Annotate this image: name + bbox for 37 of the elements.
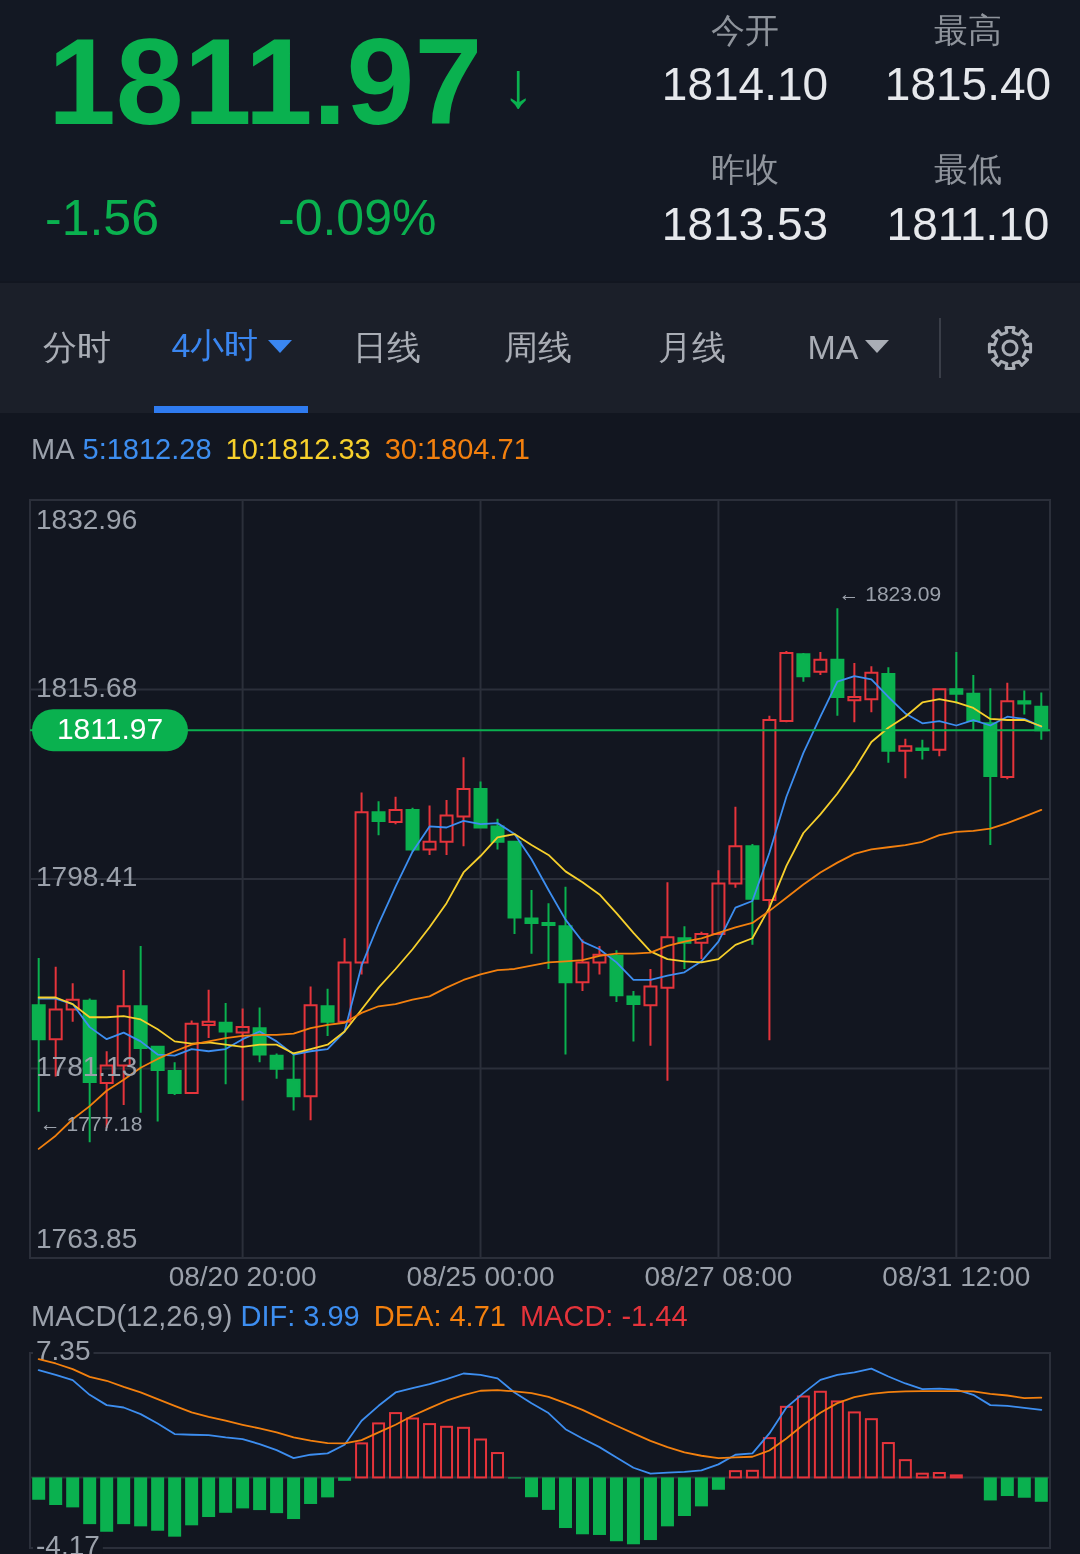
legend-title: MACD(12,26,9) — [31, 1299, 233, 1332]
text: 最低 — [934, 149, 1002, 188]
ref-line-label: 1811.97 — [56, 712, 164, 746]
x-tick-label: 08/31 12:00 — [882, 1261, 1031, 1293]
text: 30:1804.71 — [384, 432, 530, 465]
y-tick-label: 1798.41 — [36, 861, 138, 893]
y-tick-label: 7.35 — [36, 1335, 91, 1367]
text: 月线 — [658, 327, 726, 366]
y-tick-label: 1815.68 — [36, 671, 138, 703]
y-tick-label: 1763.85 — [36, 1223, 138, 1255]
text: 1811.97 — [48, 14, 483, 151]
text: DIF: 3.99 — [240, 1299, 360, 1332]
text: 4小时 — [171, 325, 259, 364]
x-tick-label: 08/27 08:00 — [644, 1261, 793, 1293]
text: ↓ — [502, 48, 534, 121]
text: MA — [807, 327, 859, 366]
text: DEA: 4.71 — [373, 1299, 506, 1332]
text: 5:1812.28 — [82, 432, 212, 465]
text: -0.09% — [278, 190, 437, 247]
text: 最高 — [934, 10, 1002, 49]
x-tick-label: 08/25 00:00 — [406, 1261, 555, 1293]
text: MACD: -1.44 — [519, 1299, 688, 1332]
text: 日线 — [353, 327, 421, 366]
text: 周线 — [504, 327, 572, 366]
annotation: ← 1823.09 — [838, 581, 942, 605]
text: 今开 — [711, 10, 779, 49]
legend-title: MA — [31, 432, 76, 465]
text: 分时 — [43, 327, 111, 366]
y-tick-label: 1832.96 — [36, 504, 138, 536]
text: -1.56 — [45, 190, 159, 247]
text: 10:1812.33 — [225, 432, 371, 465]
text: 1815.40 — [884, 58, 1052, 111]
text: 1811.10 — [886, 198, 1050, 251]
text: 1813.53 — [661, 198, 829, 251]
text: 1814.10 — [661, 58, 829, 111]
text: 昨收 — [711, 149, 779, 188]
x-tick-label: 08/20 20:00 — [168, 1261, 317, 1293]
